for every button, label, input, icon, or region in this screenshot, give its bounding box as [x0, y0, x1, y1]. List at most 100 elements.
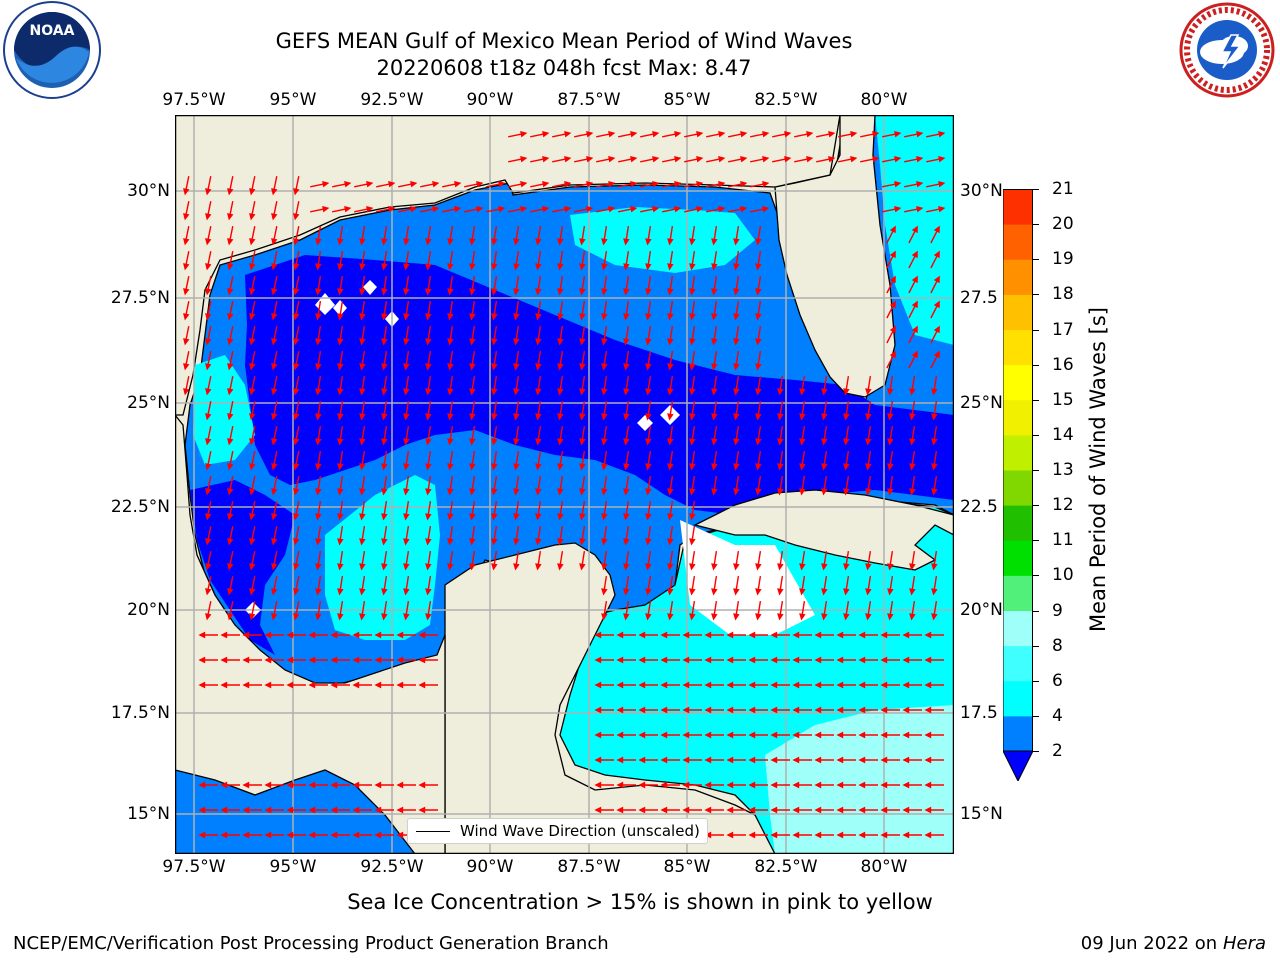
wind-wave-arrowhead — [726, 706, 734, 714]
branch-credit: NCEP/EMC/Verification Post Processing Pr… — [13, 933, 609, 954]
wind-wave-arrowhead — [733, 238, 740, 246]
wind-wave-arrowhead — [579, 538, 586, 546]
wind-wave-arrowhead — [652, 181, 660, 188]
colorbar-tick-mark — [1033, 505, 1039, 507]
wind-wave-arrowhead — [711, 488, 718, 496]
wind-wave-arrowhead — [381, 238, 388, 246]
run-date-text: 09 Jun 2022 on — [1080, 933, 1218, 954]
colorbar-segment — [1003, 399, 1033, 436]
wind-wave-arrowhead — [843, 388, 850, 396]
lat-tick: 30°N — [960, 181, 1003, 201]
wind-wave-arrowhead — [711, 263, 718, 271]
wind-wave-arrowhead — [491, 313, 498, 321]
lon-tick: 97.5°W — [162, 90, 226, 110]
wind-wave-arrowhead — [315, 488, 322, 496]
wind-wave-arrowhead — [337, 238, 344, 246]
wind-wave-arrowhead — [557, 288, 564, 296]
wind-wave-arrowhead — [623, 263, 630, 271]
wind-wave-arrowhead — [425, 388, 432, 396]
wind-wave-arrowhead — [542, 131, 550, 138]
wind-wave-arrowhead — [359, 513, 366, 521]
lon-tick: 97.5°W — [162, 857, 226, 877]
wind-wave-arrowhead — [601, 338, 608, 346]
wind-wave-arrowhead — [762, 181, 770, 188]
colorbar-tick-mark — [1033, 189, 1039, 190]
wind-wave-arrowhead — [777, 613, 784, 621]
wind-wave-arrowhead — [594, 656, 602, 664]
wind-wave-arrowhead — [799, 388, 806, 396]
wind-wave-arrowhead — [667, 563, 674, 571]
wind-wave-arrowhead — [887, 588, 894, 596]
wind-wave-arrowhead — [858, 756, 866, 764]
wind-wave-arrowhead — [645, 463, 652, 471]
wind-wave-arrowhead — [227, 413, 234, 421]
wind-wave-arrowhead — [498, 181, 506, 188]
run-date: 09 Jun 2022 on Hera — [1081, 933, 1266, 954]
wind-wave-arrowhead — [689, 538, 696, 546]
wind-wave-arrowhead — [667, 313, 674, 321]
wind-wave-arrowhead — [227, 388, 234, 396]
pacific-water — [175, 769, 416, 854]
wind-wave-arrowhead — [733, 338, 740, 346]
wind-wave-arrowhead — [447, 438, 454, 446]
wind-wave-arrowhead — [601, 238, 608, 246]
wind-wave-arrowhead — [638, 681, 646, 689]
gulf-core-west — [190, 480, 295, 655]
wind-wave-arrowhead — [403, 438, 410, 446]
wind-wave-arrowhead — [491, 288, 498, 296]
wind-wave-arrowhead — [667, 413, 674, 421]
wind-wave-arrowhead — [535, 313, 542, 321]
wind-wave-arrowhead — [205, 188, 212, 196]
wind-wave-arrowhead — [308, 656, 316, 664]
wind-wave-arrowhead — [777, 388, 784, 396]
wind-wave-arrowhead — [660, 631, 668, 639]
wind-wave-arrowhead — [337, 338, 344, 346]
wind-wave-arrowhead — [293, 488, 300, 496]
wind-wave-arrowhead — [557, 413, 564, 421]
wind-wave-arrowhead — [616, 656, 624, 664]
wind-wave-arrowhead — [762, 156, 770, 163]
wind-wave-arrowhead — [689, 438, 696, 446]
wind-wave-arrowhead — [704, 706, 712, 714]
wind-wave-arrowhead — [770, 831, 778, 839]
wind-wave-arrowhead — [902, 781, 910, 789]
wind-wave-arrowhead — [784, 131, 792, 138]
wind-wave-arrowhead — [792, 831, 800, 839]
wind-wave-arrowhead — [623, 438, 630, 446]
wind-wave-arrowhead — [198, 631, 206, 639]
wind-wave-arrowhead — [924, 706, 932, 714]
colorbar-segment — [1003, 470, 1033, 506]
wind-wave-arrowhead — [887, 388, 894, 396]
wind-wave-arrowhead — [630, 181, 638, 188]
wind-wave-arrowhead — [933, 275, 940, 284]
colorbar-tick-label: 20 — [1052, 214, 1074, 235]
wind-wave-arrowhead — [227, 213, 234, 221]
wind-wave-arrowhead — [344, 206, 352, 213]
wind-wave-arrowhead — [696, 206, 704, 213]
wind-wave-arrowhead — [880, 731, 888, 739]
wind-wave-arrowhead — [865, 463, 872, 471]
wind-wave-arrowhead — [931, 413, 938, 421]
map-legend: Wind Wave Direction (unscaled) — [407, 818, 708, 844]
wind-wave-arrowhead — [843, 563, 850, 571]
wind-wave-arrowhead — [271, 288, 278, 296]
legend-label: Wind Wave Direction (unscaled) — [460, 822, 700, 840]
wind-wave-arrowhead — [315, 588, 322, 596]
wind-wave-arrowhead — [520, 131, 528, 138]
wind-wave-arrowhead — [704, 731, 712, 739]
wind-wave-arrowhead — [205, 613, 212, 621]
wind-wave-arrowhead — [286, 656, 294, 664]
wind-wave-arrowhead — [205, 238, 212, 246]
wind-wave-arrowhead — [242, 631, 250, 639]
wind-wave-arrowhead — [623, 238, 630, 246]
wind-wave-arrowhead — [652, 156, 660, 163]
colorbar-tick-mark — [1033, 470, 1039, 471]
colorbar-segment — [1003, 715, 1033, 752]
wind-wave-arrowhead — [726, 656, 734, 664]
wind-wave-arrowhead — [520, 156, 528, 163]
wind-wave-arrowhead — [330, 831, 338, 839]
wind-wave-arrowhead — [645, 438, 652, 446]
wind-wave-arrowhead — [711, 413, 718, 421]
wind-wave-arrowhead — [843, 588, 850, 596]
colorbar-segment — [1003, 645, 1033, 682]
